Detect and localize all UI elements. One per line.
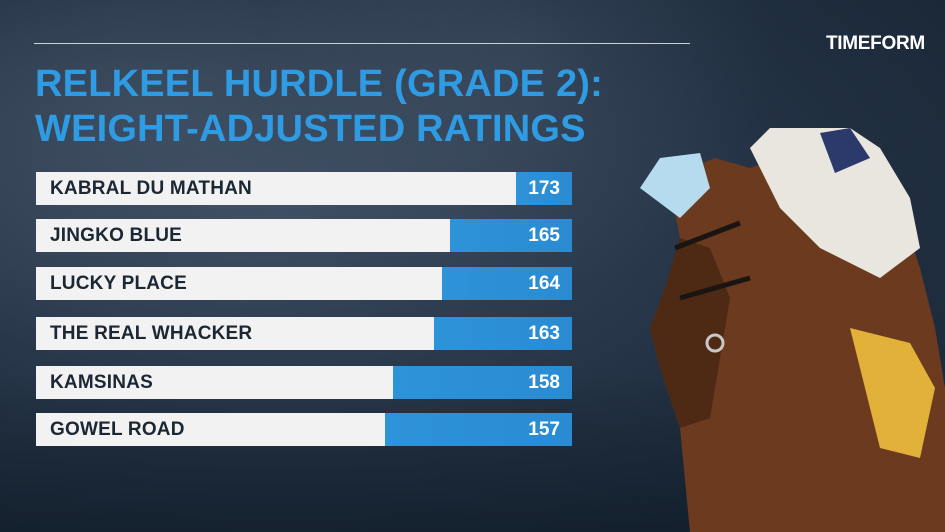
bar-row: GOWEL ROAD 157 — [36, 413, 572, 446]
bar-value-fill — [434, 317, 572, 350]
horse-name-label: KAMSINAS — [50, 372, 153, 393]
rating-value-label: 164 — [528, 273, 560, 294]
horse-name-label: JINGKO BLUE — [50, 225, 183, 246]
bar-row: JINGKO BLUE 165 — [36, 219, 572, 252]
bar-row: THE REAL WHACKER 163 — [36, 317, 572, 350]
horse-name-label: LUCKY PLACE — [50, 273, 187, 294]
bar-value-fill — [516, 172, 572, 205]
rating-value-label: 173 — [528, 178, 560, 199]
horse-name-label: GOWEL ROAD — [50, 419, 185, 440]
timeform-logo[interactable]: TIMEFORM — [826, 33, 925, 54]
bar-value-fill — [393, 366, 572, 399]
bar-value-fill — [450, 219, 572, 252]
rating-value-label: 165 — [528, 225, 560, 246]
horse-name-label: THE REAL WHACKER — [50, 323, 253, 344]
rating-value-label: 163 — [528, 323, 560, 344]
chart-title-line-2: WEIGHT-ADJUSTED RATINGS — [35, 108, 586, 150]
rating-value-label: 158 — [528, 372, 560, 393]
bar-row: KAMSINAS 158 — [36, 366, 572, 399]
chart-title: RELKEEL HURDLE (GRADE 2): WEIGHT-ADJUSTE… — [35, 62, 603, 152]
racehorse-jockey-photo — [640, 128, 945, 532]
bar-row: KABRAL DU MATHAN 173 — [36, 172, 572, 205]
top-divider — [34, 43, 690, 44]
rating-value-label: 157 — [528, 419, 560, 440]
bar-value-fill — [385, 413, 572, 446]
horse-name-label: KABRAL DU MATHAN — [50, 178, 252, 199]
bar-row: LUCKY PLACE 164 — [36, 267, 572, 300]
bar-value-fill — [442, 267, 572, 300]
chart-title-line-1: RELKEEL HURDLE (GRADE 2): — [35, 63, 603, 105]
